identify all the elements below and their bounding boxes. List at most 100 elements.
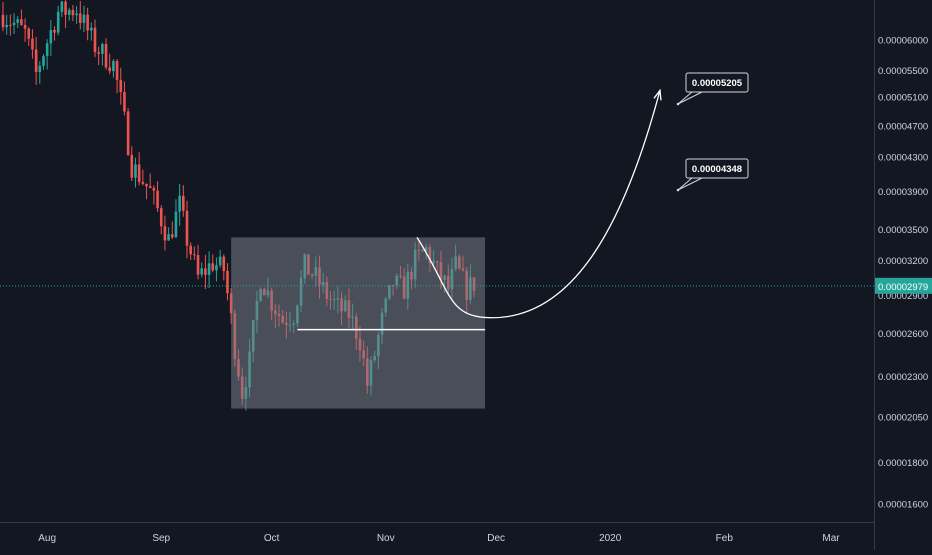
candle-body — [123, 91, 126, 112]
x-tick-label: Dec — [487, 533, 505, 544]
candle-body — [137, 164, 141, 182]
y-tick-label: 0.00003500 — [878, 225, 928, 236]
callout-anchor-dot — [676, 188, 680, 192]
candle-body — [226, 270, 229, 294]
candle-body — [163, 226, 167, 241]
candle-body — [134, 164, 137, 178]
callouts-layer: 0.00005205 0.00004348 — [676, 72, 749, 192]
candle-body — [9, 24, 12, 26]
y-tick-label: 0.00002600 — [878, 329, 928, 340]
x-tick-label: Mar — [822, 533, 840, 544]
projection-curve[interactable] — [416, 90, 661, 319]
callout-anchor-dot — [676, 102, 680, 106]
price-axis[interactable]: 0.00006000 0.00005500 0.00005100 0.00004700… — [878, 36, 928, 511]
candle-body — [1, 14, 5, 28]
x-tick-label: 2020 — [599, 533, 622, 544]
candle-body — [119, 80, 123, 92]
callout-label: 0.00004348 — [692, 164, 742, 175]
candle-body — [207, 263, 211, 275]
candle-body — [196, 255, 200, 275]
callout-box[interactable] — [685, 158, 749, 179]
candle-body — [159, 208, 163, 227]
candle-body — [16, 19, 20, 23]
candle-body — [31, 38, 34, 50]
callout-box[interactable] — [685, 72, 749, 93]
callout-label: 0.00005205 — [692, 78, 743, 89]
candle-body — [108, 67, 112, 72]
x-tick-label: Nov — [377, 533, 395, 544]
y-tick-label: 0.00006000 — [878, 36, 928, 47]
candle-body — [56, 11, 60, 33]
candle-body — [75, 13, 78, 16]
candle-body — [90, 27, 93, 31]
candle-body — [189, 245, 192, 255]
candle-body — [38, 65, 42, 72]
price-badge-label: 0.00002979 — [878, 282, 928, 293]
y-tick-label: 0.00005100 — [878, 93, 928, 104]
candle-body — [49, 30, 53, 44]
y-tick-label: 0.00001800 — [878, 458, 928, 469]
candle-body — [193, 254, 196, 256]
candle-body — [215, 265, 218, 271]
y-tick-label: 0.00002300 — [878, 372, 928, 383]
x-tick-label: Oct — [264, 533, 280, 544]
x-tick-label: Feb — [716, 533, 734, 544]
candle-body — [42, 56, 45, 66]
candle-body — [178, 195, 181, 212]
candle-body — [204, 268, 207, 275]
candle-body — [53, 30, 56, 33]
candle-body — [23, 24, 27, 29]
candle-body — [97, 52, 100, 54]
candle-body — [148, 186, 152, 188]
candle-body — [200, 268, 204, 275]
candle-body — [185, 210, 189, 246]
y-tick-label: 0.00005500 — [878, 66, 928, 77]
candle-body — [93, 27, 97, 53]
x-tick-label: Aug — [38, 533, 56, 544]
y-tick-label: 0.00001600 — [878, 499, 928, 510]
range-box[interactable] — [231, 237, 486, 409]
candle-body — [71, 10, 75, 16]
candle-body — [211, 263, 215, 271]
candle-body — [60, 1, 64, 12]
candle-body — [78, 13, 82, 23]
candle-body — [174, 211, 178, 238]
candle-body — [170, 234, 174, 238]
candle-body — [104, 44, 108, 68]
candle-body — [86, 14, 89, 31]
candle-body — [145, 183, 148, 187]
candle-body — [112, 61, 115, 72]
candle-body — [64, 1, 67, 15]
time-axis[interactable]: Aug Sep Oct Nov Dec 2020 Feb Mar — [38, 533, 840, 544]
candle-body — [20, 19, 23, 25]
candle-body — [82, 14, 86, 23]
current-price-badge: 0.00002979 — [875, 277, 932, 294]
candle-body — [34, 49, 38, 72]
candle-body — [222, 256, 226, 271]
x-tick-label: Sep — [152, 533, 170, 544]
candle-body — [141, 181, 145, 184]
y-tick-label: 0.00004700 — [878, 121, 928, 132]
y-tick-label: 0.00002900 — [878, 291, 928, 302]
candle-body — [27, 28, 31, 39]
y-tick-label: 0.00003900 — [878, 187, 928, 198]
y-tick-label: 0.00002050 — [878, 413, 928, 424]
projection-arrowhead-icon — [653, 88, 662, 101]
candle-body — [182, 195, 185, 211]
price-badge-bg — [875, 277, 932, 294]
candle-body — [156, 190, 159, 209]
candle-body — [67, 10, 71, 15]
candle-body — [115, 61, 119, 81]
y-tick-label: 0.00004300 — [878, 153, 928, 164]
candle-body — [12, 22, 16, 25]
y-tick-label: 0.00003200 — [878, 256, 928, 267]
candle-body — [45, 43, 49, 57]
candle-body — [126, 111, 130, 155]
candle-body — [5, 24, 8, 28]
candle-body — [130, 154, 134, 178]
candle-body — [152, 187, 156, 191]
candle-body — [218, 256, 222, 266]
candle-body — [167, 234, 170, 241]
